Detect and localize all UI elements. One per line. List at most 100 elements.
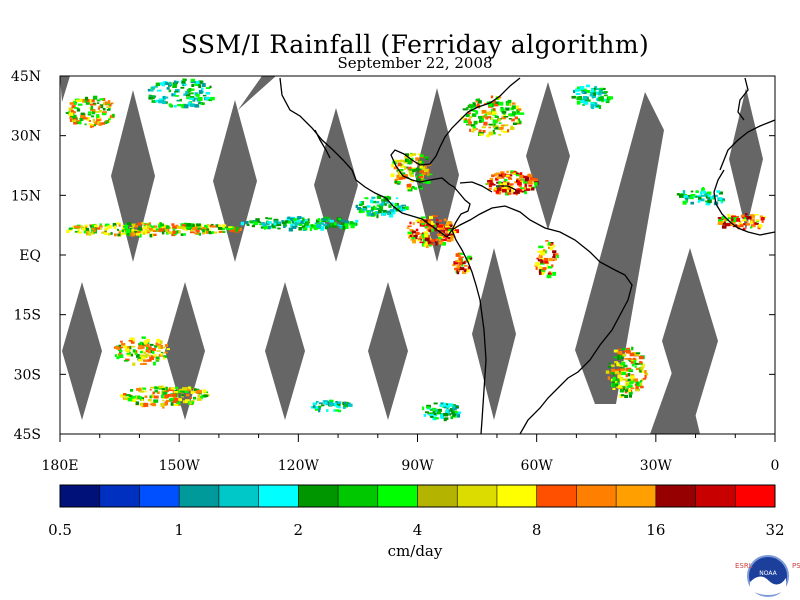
rain-cell (172, 225, 177, 230)
rain-cell (337, 401, 342, 405)
rain-cell (322, 400, 326, 402)
rain-cell (613, 369, 619, 372)
rain-cell (81, 227, 86, 231)
rain-cell (198, 80, 203, 84)
rain-cell (478, 115, 483, 119)
rain-cell (326, 409, 329, 413)
rain-cell (467, 266, 471, 270)
rain-cell (753, 221, 757, 225)
rain-cell (87, 230, 90, 232)
rain-cell (549, 243, 553, 246)
rain-cell (304, 219, 307, 223)
rain-cell (629, 358, 633, 361)
rain-cell (490, 95, 494, 99)
rain-cell (466, 107, 469, 110)
rain-cell (498, 181, 502, 185)
rain-cell (409, 234, 412, 237)
rain-cell (499, 183, 503, 186)
rain-cell (141, 336, 144, 339)
rain-cell (153, 225, 158, 228)
rain-cell (190, 78, 195, 82)
rain-cell (631, 380, 635, 383)
rain-cell (148, 222, 151, 225)
rain-cell (751, 215, 755, 217)
rain-cell (627, 373, 631, 377)
rain-cell (359, 201, 362, 204)
rain-cell (584, 91, 587, 95)
rain-cell (330, 399, 334, 403)
rain-cell (104, 233, 109, 235)
rain-cell (271, 226, 277, 229)
rain-cell (209, 85, 212, 89)
rain-cell (540, 251, 546, 256)
rain-cell (582, 88, 587, 92)
rain-cell (207, 230, 211, 234)
rain-cell (78, 120, 82, 125)
rain-cell (475, 98, 479, 102)
rain-cell (754, 222, 759, 225)
rain-cell (415, 232, 420, 235)
rain-cell (509, 183, 514, 186)
rain-cell (202, 228, 206, 233)
rain-cell (336, 405, 339, 408)
rain-cell (164, 96, 169, 99)
rain-cell (185, 393, 190, 397)
rain-cell (395, 197, 399, 200)
rain-cell (112, 223, 117, 227)
rain-cell (143, 359, 148, 362)
rain-cell (449, 408, 453, 411)
rain-cell (482, 115, 486, 119)
rain-cell (640, 385, 644, 389)
rain-cell (399, 208, 404, 212)
rain-cell (164, 394, 169, 399)
rain-cell (181, 104, 184, 109)
rain-cell (524, 177, 528, 182)
rain-cell (375, 201, 380, 204)
rain-cell (189, 103, 195, 107)
rain-cell (536, 257, 539, 260)
rain-cell (88, 123, 92, 126)
rain-cell (170, 387, 176, 390)
rain-cell (454, 229, 459, 233)
rain-cell (636, 384, 641, 387)
rain-cell (683, 195, 688, 198)
rain-cell (519, 174, 524, 179)
rain-cell (147, 225, 151, 229)
rain-cell (705, 200, 708, 203)
rain-cell (218, 231, 223, 233)
rain-cell (630, 378, 634, 382)
rain-cell (324, 400, 329, 403)
rain-cell (151, 95, 155, 100)
rain-cell (138, 344, 142, 347)
rain-cell (402, 208, 406, 211)
rain-cell (391, 202, 394, 205)
rain-cell (333, 222, 337, 226)
no-data-swath (575, 92, 664, 404)
rain-cell (624, 394, 629, 398)
rain-cell (630, 361, 635, 364)
lat-label: EQ (19, 248, 41, 264)
rain-cell (82, 117, 88, 120)
rain-cell (194, 226, 198, 230)
colorbar-swatch (655, 485, 697, 507)
rain-cell (168, 89, 171, 93)
rain-cell (551, 264, 554, 268)
rain-cell (538, 270, 542, 274)
rain-cell (467, 259, 470, 263)
rain-cell (195, 93, 200, 97)
rain-cell (486, 134, 490, 138)
rain-cell (530, 187, 535, 191)
rain-cell (306, 225, 311, 228)
rain-cell (465, 113, 470, 118)
rain-cell (173, 404, 179, 406)
rain-cell (129, 395, 133, 397)
rain-cell (535, 266, 538, 270)
rain-cell (129, 394, 132, 396)
rain-cell (434, 224, 437, 228)
colorbar-swatch (457, 485, 498, 507)
rain-cell (426, 219, 431, 222)
rain-cell (537, 259, 543, 262)
rain-cell (273, 223, 277, 226)
rain-cell (150, 97, 154, 100)
rain-cell (104, 120, 108, 125)
